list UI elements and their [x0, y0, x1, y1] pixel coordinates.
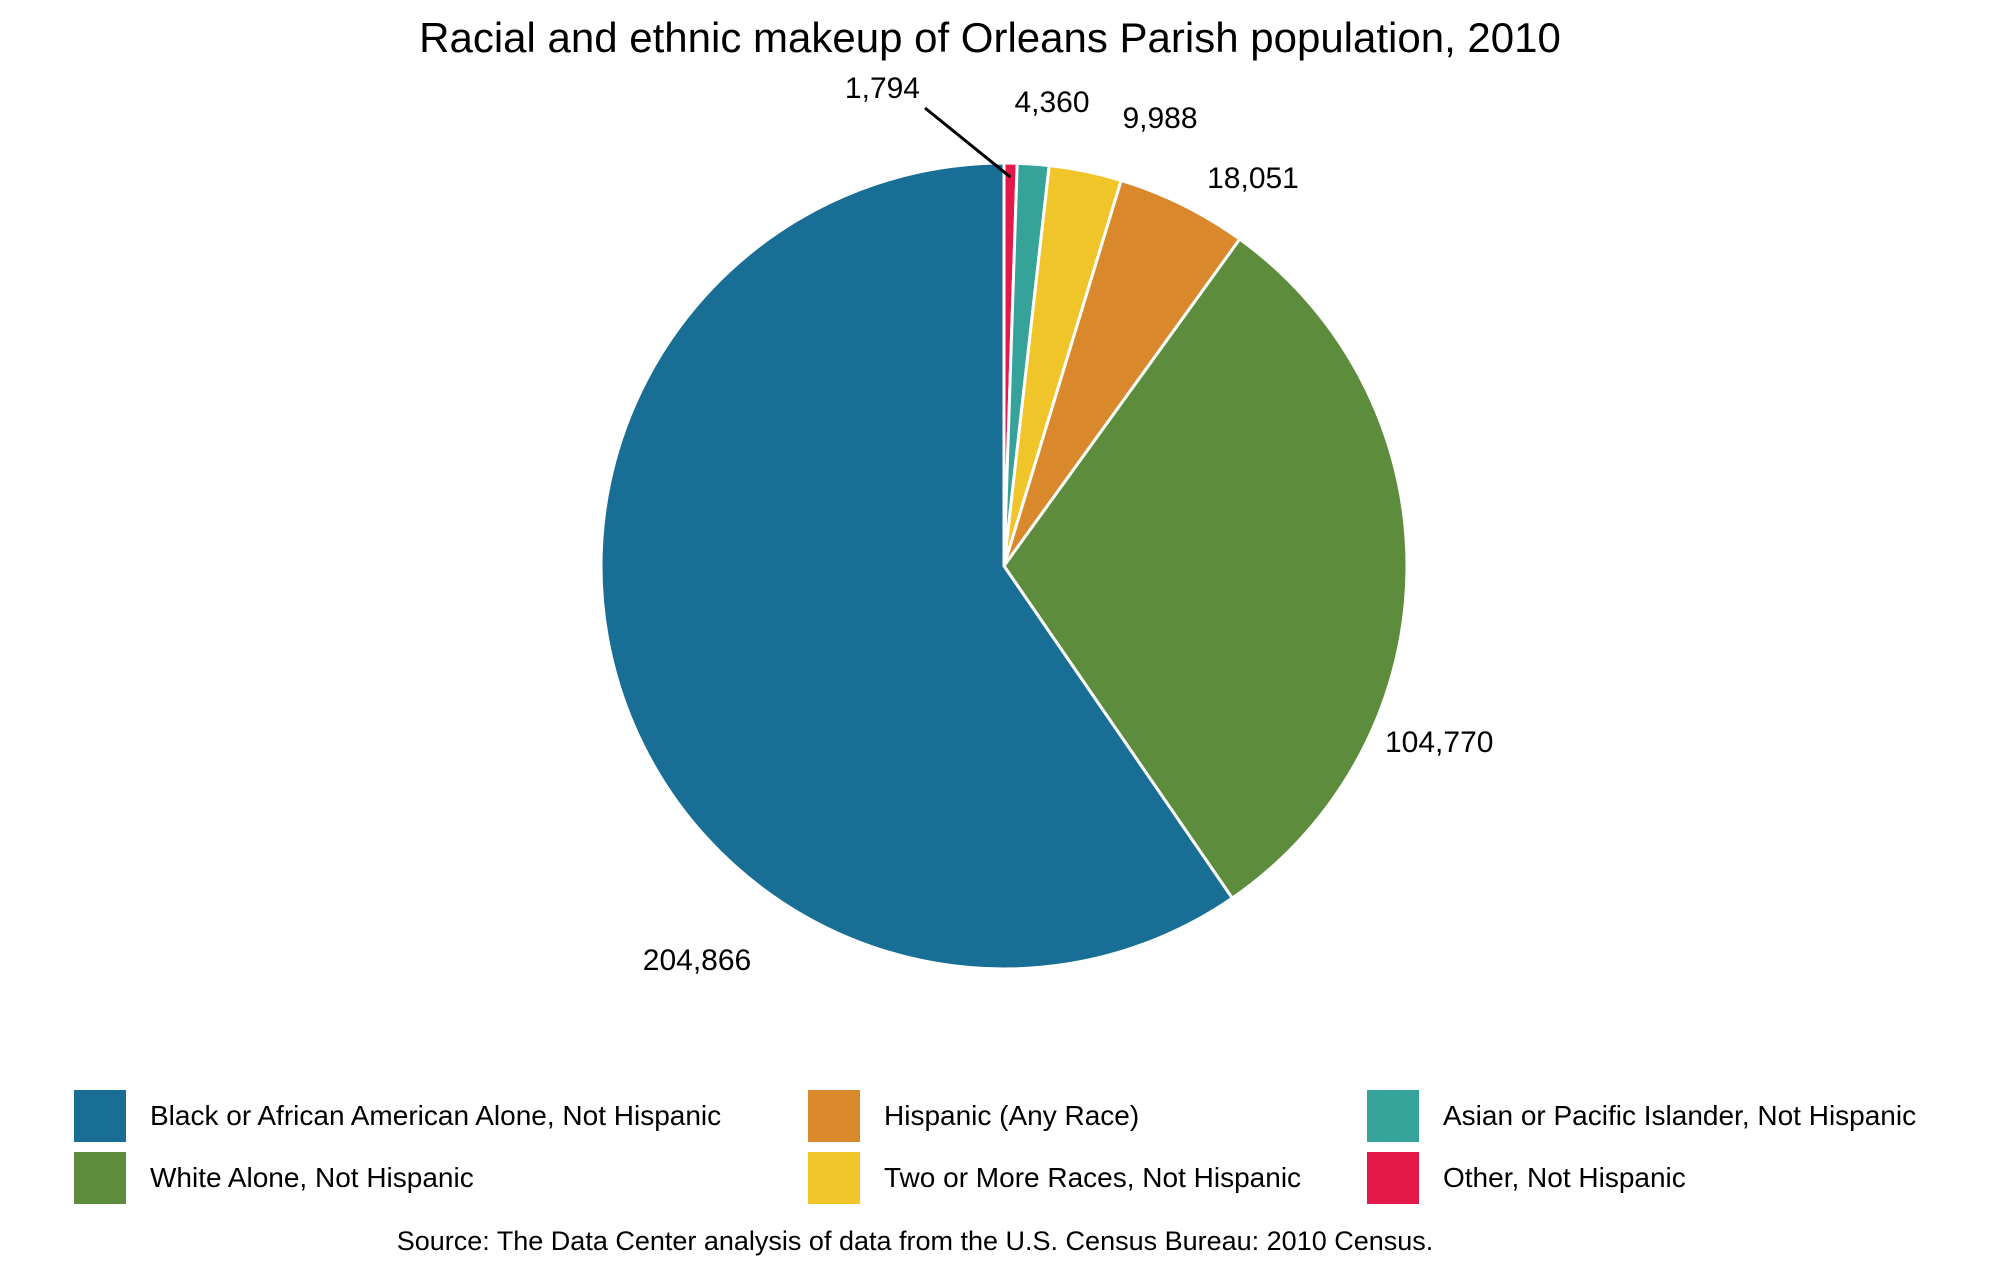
legend-swatch	[74, 1090, 126, 1142]
legend-label: Black or African American Alone, Not His…	[150, 1100, 722, 1131]
legend: Black or African American Alone, Not His…	[74, 1090, 1974, 1210]
legend-item: Two or More Races, Not Hispanic	[808, 1152, 1301, 1204]
chart-title: Racial and ethnic makeup of Orleans Pari…	[419, 14, 1561, 61]
legend-item: Other, Not Hispanic	[1367, 1152, 1686, 1204]
legend-item: Hispanic (Any Race)	[808, 1090, 1139, 1142]
legend-swatch	[808, 1090, 860, 1142]
source-note: Source: The Data Center analysis of data…	[396, 1226, 1434, 1256]
legend-swatch	[808, 1152, 860, 1204]
legend-item: Asian or Pacific Islander, Not Hispanic	[1367, 1090, 1916, 1142]
data-labels: 1,794 4,360 9,988 18,051 104,770 204,866	[643, 72, 1494, 977]
legend-label: Hispanic (Any Race)	[884, 1100, 1140, 1131]
data-label: 18,051	[1207, 162, 1299, 195]
leader-line	[924, 106, 1012, 179]
legend-item: White Alone, Not Hispanic	[74, 1152, 474, 1204]
data-label: 204,866	[643, 944, 751, 977]
pie-slices	[599, 161, 1409, 971]
legend-swatch	[74, 1152, 126, 1204]
legend-swatch	[1367, 1090, 1419, 1142]
legend-label: Two or More Races, Not Hispanic	[884, 1162, 1302, 1193]
legend-item: Black or African American Alone, Not His…	[74, 1090, 721, 1142]
legend-label: White Alone, Not Hispanic	[150, 1162, 474, 1193]
data-label: 9,988	[1122, 102, 1197, 135]
data-label: 4,360	[1014, 86, 1089, 119]
data-label: 1,794	[845, 72, 920, 105]
pie-slice	[599, 161, 1234, 971]
pie-chart: 1,794 4,360 9,988 18,051 104,770 204,866	[599, 72, 1494, 977]
legend-label: Other, Not Hispanic	[1443, 1162, 1686, 1193]
data-label: 104,770	[1385, 726, 1493, 759]
leader-lines	[924, 106, 1012, 179]
pie-slice	[1002, 237, 1409, 900]
legend-swatch	[1367, 1152, 1419, 1204]
legend-label: Asian or Pacific Islander, Not Hispanic	[1443, 1100, 1917, 1131]
